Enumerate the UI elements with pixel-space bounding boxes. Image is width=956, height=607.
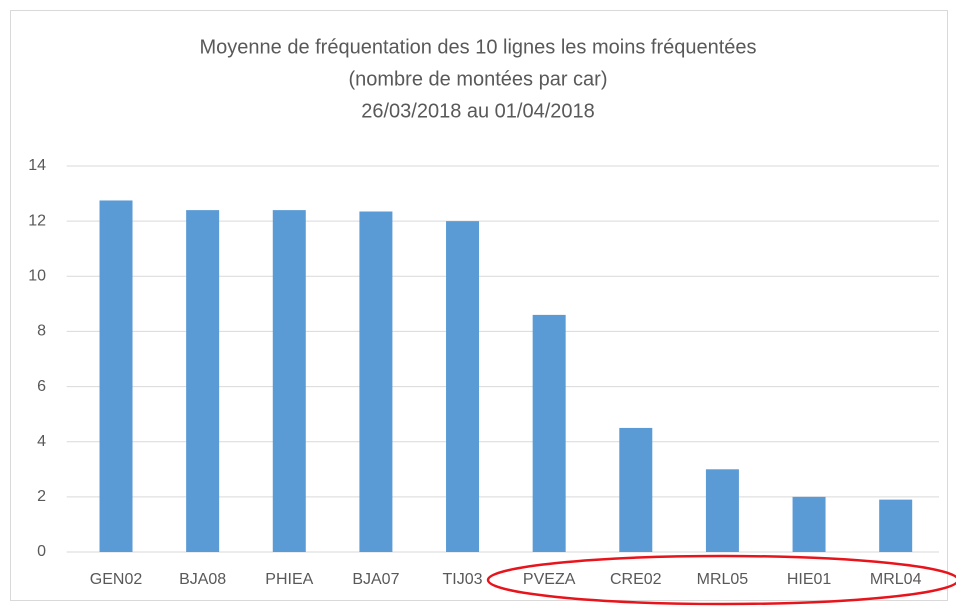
bar bbox=[446, 221, 480, 552]
bar bbox=[359, 211, 393, 552]
bar bbox=[272, 210, 306, 552]
chart-title: Moyenne de fréquentation des 10 lignes l… bbox=[199, 36, 756, 58]
y-tick-label: 10 bbox=[28, 268, 46, 285]
bar bbox=[186, 210, 220, 552]
bar bbox=[532, 314, 566, 552]
chart-title: 26/03/2018 au 01/04/2018 bbox=[361, 100, 595, 122]
x-tick-label: PHIEA bbox=[265, 571, 313, 588]
y-tick-label: 0 bbox=[37, 543, 46, 560]
bar bbox=[792, 496, 826, 552]
x-tick-label: MRL05 bbox=[697, 571, 749, 588]
bar bbox=[705, 469, 739, 552]
x-tick-label: MRL04 bbox=[870, 571, 922, 588]
bar bbox=[879, 499, 913, 552]
bar bbox=[99, 200, 133, 552]
x-tick-label: HIE01 bbox=[787, 571, 832, 588]
y-tick-label: 4 bbox=[37, 433, 46, 450]
y-tick-label: 6 bbox=[37, 378, 46, 395]
x-tick-label: TIJ03 bbox=[443, 571, 483, 588]
x-tick-label: PVEZA bbox=[523, 571, 576, 588]
bar bbox=[619, 427, 653, 552]
y-tick-label: 8 bbox=[37, 323, 46, 340]
y-tick-label: 12 bbox=[28, 212, 46, 229]
x-tick-label: GEN02 bbox=[90, 571, 143, 588]
y-tick-label: 2 bbox=[37, 488, 46, 505]
y-tick-label: 14 bbox=[28, 157, 46, 174]
x-tick-label: BJA07 bbox=[352, 571, 399, 588]
x-tick-label: CRE02 bbox=[610, 571, 662, 588]
x-tick-label: BJA08 bbox=[179, 571, 226, 588]
highlight-ellipse bbox=[486, 554, 956, 606]
chart-title: (nombre de montées par car) bbox=[348, 68, 607, 90]
